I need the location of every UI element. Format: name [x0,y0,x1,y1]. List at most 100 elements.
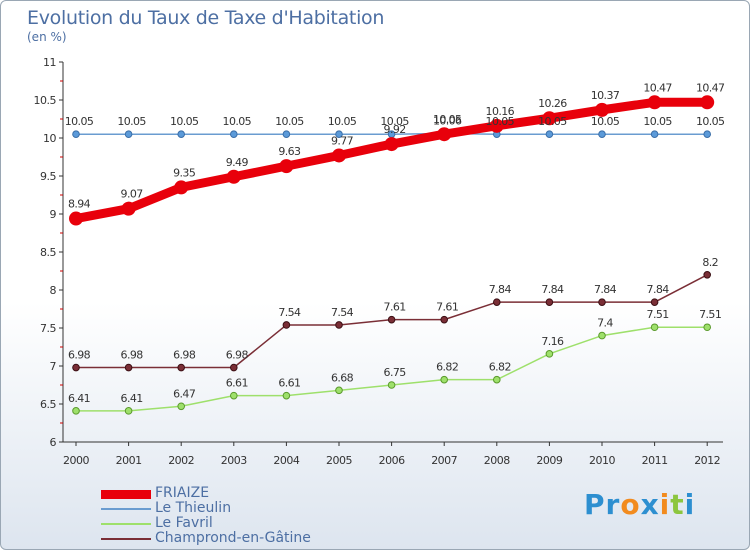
data-point [387,315,396,324]
data-label: 7.51 [699,308,721,321]
data-label: 10.05 [380,115,409,128]
x-tick-label: 2004 [273,454,299,467]
data-label: 10.05 [486,115,515,128]
data-point [177,363,185,372]
data-label: 10.05 [328,115,357,128]
data-label: 10.05 [433,113,462,126]
logo-letter: t [670,488,685,521]
data-label: 10.05 [223,115,252,128]
chart-title: Evolution du Taux de Taxe d'Habitation [27,7,385,29]
data-label: 7.51 [647,308,669,321]
data-point [69,211,83,226]
data-point [177,130,185,138]
data-point [437,127,452,142]
data-point [230,363,238,372]
data-point [650,323,659,332]
y-tick-label: 11 [43,56,56,69]
data-label: 10.05 [591,115,620,128]
y-tick-label: 10 [43,132,56,145]
data-label: 7.84 [647,283,670,296]
data-point [545,350,554,358]
logo-letter: x [640,488,660,521]
data-point [230,130,238,138]
data-label: 9.92 [384,123,406,136]
x-tick-label: 2008 [484,454,510,467]
data-label: 10.37 [591,89,620,102]
data-point [703,130,712,138]
data-point [230,391,238,400]
data-point [335,130,343,138]
logo-letter: r [605,488,621,521]
legend-swatch [101,508,151,510]
data-point [598,331,606,340]
data-label: 7.61 [384,301,406,314]
x-tick-label: 2012 [694,454,720,467]
data-label: 6.68 [331,371,354,384]
logo-letter: P [584,488,606,521]
data-label: 9.49 [226,156,249,169]
data-label: 8.2 [702,256,718,269]
data-point [650,130,659,138]
y-tick-label: 6.5 [40,398,56,411]
data-point [335,321,343,329]
data-point [72,130,80,138]
data-label: 10.06 [433,114,462,127]
data-label: 8.94 [68,198,91,211]
data-label: 10.05 [275,115,304,128]
x-tick-label: 2010 [589,454,615,467]
data-point [542,111,557,126]
data-label: 10.26 [538,97,567,110]
series-friaize [69,95,715,226]
y-tick-label: 10.5 [34,94,57,107]
data-point [598,298,606,306]
data-point [124,407,133,415]
data-label: 7.84 [489,283,512,296]
data-label: 6.98 [226,349,249,362]
data-label: 6.82 [489,361,511,374]
legend-label: Le Favril [155,515,213,531]
data-point [595,102,609,117]
data-point [440,315,449,324]
data-point [440,375,449,384]
logo-letter: i [659,488,671,521]
x-tick-label: 2009 [536,454,562,467]
data-point [332,148,346,163]
data-label: 10.47 [696,81,725,94]
y-tick-label: 9.5 [40,170,56,183]
data-label: 10.05 [170,115,199,128]
data-label: 6.98 [173,349,196,362]
x-tick-label: 2006 [379,454,405,467]
data-label: 9.35 [173,166,196,179]
x-tick-label: 2005 [326,454,352,467]
data-point [226,169,241,184]
chart-subtitle: (en %) [27,30,67,44]
data-label: 10.05 [643,115,672,128]
y-tick-label: 8.5 [40,246,56,259]
data-label: 6.61 [226,377,248,390]
data-point [282,321,291,329]
data-label: 7.54 [331,306,354,319]
data-label: 10.05 [538,115,567,128]
data-label: 10.05 [65,115,94,128]
x-tick-label: 2011 [642,454,668,467]
data-label: 7.4 [597,317,613,330]
y-tick-label: 7.5 [40,322,56,335]
x-tick-label: 2002 [168,454,194,467]
x-tick-label: 2007 [431,454,457,467]
data-label: 10.05 [117,115,146,128]
legend-label: FRIAIZE [155,485,210,501]
data-point [700,95,715,110]
data-point [282,391,291,400]
data-point [545,298,554,306]
data-point [647,95,662,110]
y-tick-label: 6 [50,436,57,449]
data-point [703,271,712,279]
data-point [282,130,291,138]
data-label: 9.63 [278,145,301,158]
data-point [703,323,712,332]
data-label: 6.75 [384,366,407,379]
y-tick-label: 9 [50,208,57,221]
legend-swatch [101,538,151,540]
